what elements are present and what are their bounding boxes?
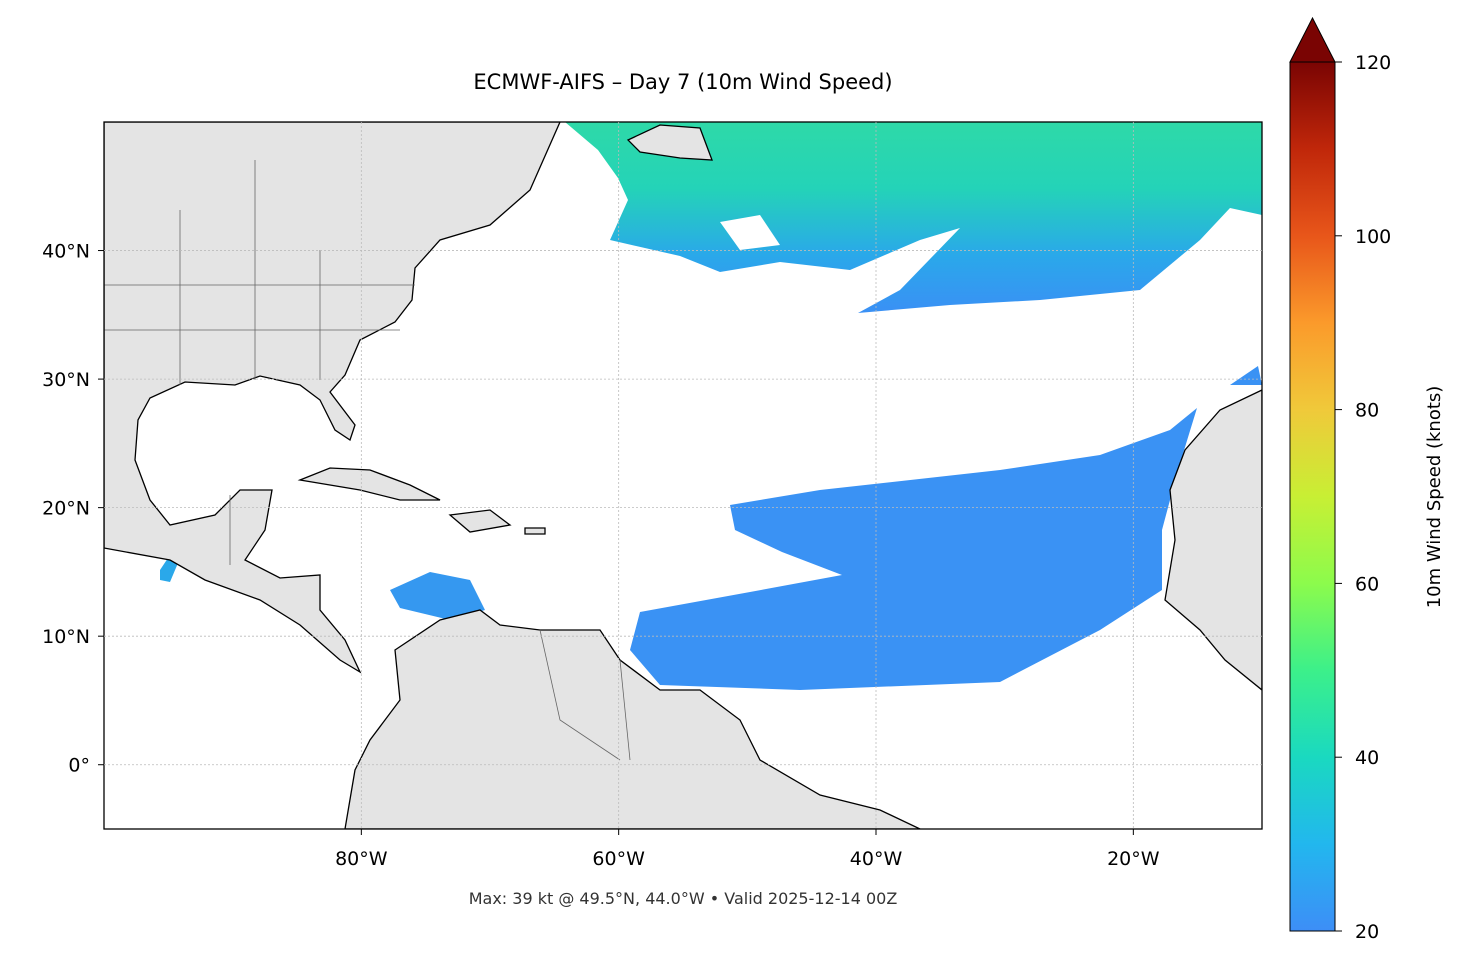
x-tick-label: 20°W xyxy=(1107,848,1160,870)
land xyxy=(524,527,546,535)
y-tick-label: 0° xyxy=(68,755,90,777)
y-tick-label: 10°N xyxy=(42,626,90,648)
colorbar-tick-label: 40 xyxy=(1355,747,1379,769)
colorbar-tick-label: 120 xyxy=(1355,52,1391,74)
y-tick-label: 30°N xyxy=(42,369,90,391)
wind-field xyxy=(565,122,1262,313)
land xyxy=(448,509,512,533)
wind-field xyxy=(1230,366,1262,385)
land xyxy=(626,124,713,161)
x-tick-label: 60°W xyxy=(592,848,645,870)
colorbar-extend xyxy=(1289,16,1336,63)
x-tick-label: 80°W xyxy=(335,848,388,870)
wind-field xyxy=(390,572,485,620)
land xyxy=(1164,389,1262,691)
wind-field xyxy=(720,215,780,250)
y-tick-label: 40°N xyxy=(42,241,90,263)
footnote: Max: 39 kt @ 49.5°N, 44.0°W • Valid 2025… xyxy=(469,889,898,908)
border xyxy=(104,160,631,761)
map-area xyxy=(104,122,1262,829)
land xyxy=(344,609,921,829)
colorbar-tick-label: 20 xyxy=(1355,921,1379,943)
colorbar-tick-label: 60 xyxy=(1355,573,1379,595)
y-tick-label: 20°N xyxy=(42,498,90,520)
colorbar-tick-label: 80 xyxy=(1355,400,1379,422)
title: ECMWF-AIFS – Day 7 (10m Wind Speed) xyxy=(473,70,892,94)
wind-field xyxy=(630,408,1197,690)
colorbar-label: 10m Wind Speed (knots) xyxy=(1424,386,1445,609)
wind-field xyxy=(160,558,178,582)
colorbar xyxy=(1289,61,1336,932)
land xyxy=(297,467,441,501)
colorbar-tick-label: 100 xyxy=(1355,226,1391,248)
map-frame xyxy=(103,121,1263,830)
land xyxy=(104,122,561,674)
x-tick-label: 40°W xyxy=(850,848,903,870)
